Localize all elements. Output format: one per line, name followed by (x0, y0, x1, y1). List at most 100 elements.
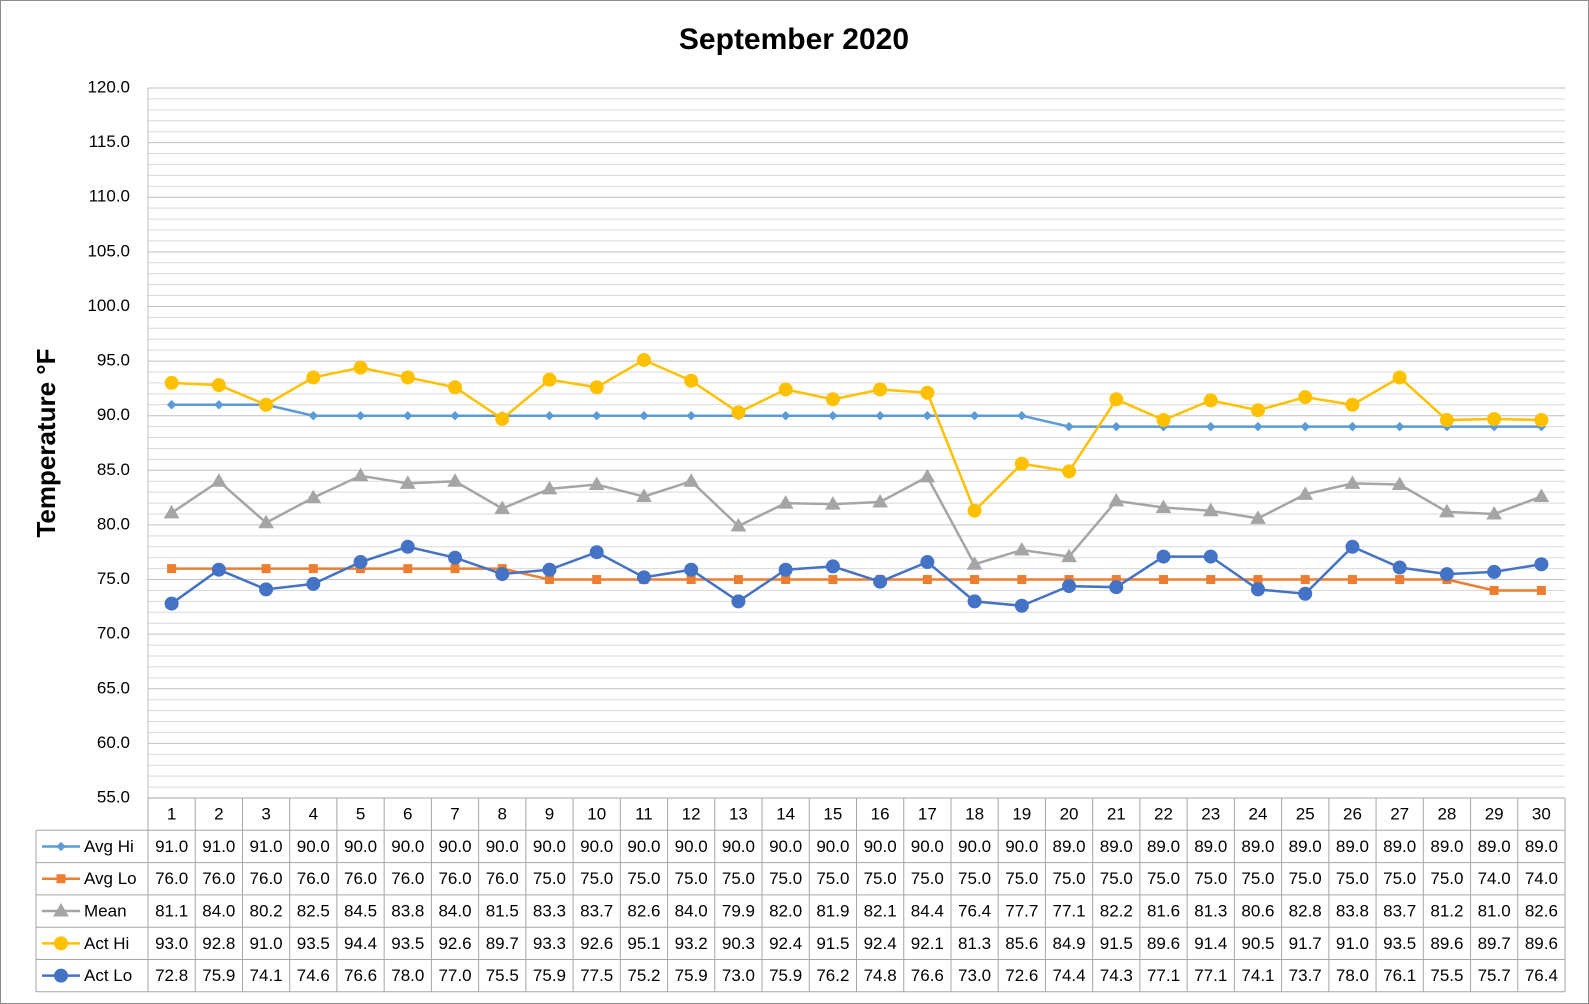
data-point (1108, 492, 1125, 507)
data-point (1392, 370, 1407, 385)
table-value: 75.0 (1053, 869, 1086, 888)
data-point (400, 370, 415, 385)
table-value: 75.9 (202, 966, 235, 985)
table-value: 82.6 (1525, 902, 1558, 921)
table-value: 95.1 (627, 934, 660, 953)
data-point (494, 500, 511, 515)
table-value: 76.0 (155, 869, 188, 888)
data-point (352, 467, 369, 482)
data-point (1017, 410, 1027, 421)
table-value: 92.4 (769, 934, 802, 953)
table-value: 81.9 (816, 902, 849, 921)
table-value: 78.0 (391, 966, 424, 985)
table-value: 75.0 (1241, 869, 1274, 888)
data-point (1300, 575, 1310, 585)
x-tick-label: 21 (1107, 805, 1126, 824)
table-value: 92.6 (580, 934, 613, 953)
data-point (1345, 397, 1360, 412)
data-point (400, 539, 415, 554)
data-point (1392, 560, 1407, 575)
data-point (1202, 502, 1219, 517)
table-value: 90.0 (580, 837, 613, 856)
data-point (733, 575, 743, 585)
data-point (542, 562, 557, 577)
data-point (1489, 585, 1499, 595)
table-value: 89.6 (1525, 934, 1558, 953)
table-value: 83.3 (533, 902, 566, 921)
x-tick-label: 10 (587, 805, 606, 824)
table-value: 84.5 (344, 902, 377, 921)
table-value: 93.5 (1383, 934, 1416, 953)
data-point (355, 410, 366, 421)
data-point (966, 556, 983, 570)
table-value: 76.0 (391, 869, 424, 888)
data-point (828, 575, 838, 585)
table-value: 89.0 (1383, 837, 1416, 856)
data-point (922, 410, 933, 421)
table-value: 73.0 (722, 966, 755, 985)
table-value: 81.2 (1430, 902, 1463, 921)
data-point (1298, 390, 1313, 405)
data-point (592, 575, 602, 585)
table-value: 92.1 (911, 934, 944, 953)
x-tick-label: 22 (1154, 805, 1173, 824)
data-point (636, 488, 652, 503)
data-point (1345, 539, 1360, 554)
table-value: 89.0 (1100, 837, 1133, 856)
table-value: 75.0 (533, 869, 566, 888)
legend-key-marker (56, 874, 66, 884)
y-tick-label: 75.0 (97, 569, 130, 588)
data-point (164, 596, 179, 611)
data-point (1439, 503, 1455, 518)
y-axis-label: Temperature °F (31, 348, 61, 537)
x-tick-label: 20 (1060, 805, 1079, 824)
table-value: 82.8 (1289, 902, 1322, 921)
table-value: 76.2 (816, 966, 849, 985)
data-point (922, 575, 932, 585)
legend-key-marker (53, 903, 69, 917)
table-value: 89.6 (1147, 934, 1180, 953)
table-value: 75.0 (1383, 869, 1416, 888)
table-value: 81.3 (1194, 902, 1227, 921)
data-point (592, 410, 602, 421)
data-point (403, 564, 413, 574)
table-value: 75.0 (1336, 869, 1369, 888)
data-point (686, 410, 696, 421)
data-point (1111, 421, 1121, 432)
x-tick-label: 19 (1012, 805, 1031, 824)
table-value: 90.0 (627, 837, 660, 856)
x-tick-label: 8 (498, 805, 507, 824)
data-point (448, 380, 463, 395)
table-value: 91.0 (1336, 934, 1369, 953)
table-value: 91.5 (816, 934, 849, 953)
table-value: 81.3 (958, 934, 991, 953)
data-point (969, 410, 980, 421)
data-point (872, 493, 888, 508)
data-point (1250, 582, 1265, 597)
data-point (1347, 575, 1357, 585)
y-tick-label: 70.0 (97, 624, 130, 643)
table-value: 90.0 (391, 837, 424, 856)
data-point (780, 410, 791, 421)
table-value: 89.6 (1430, 934, 1463, 953)
x-tick-label: 16 (871, 805, 890, 824)
data-point (825, 392, 840, 407)
table-value: 75.9 (533, 966, 566, 985)
x-tick-label: 28 (1437, 805, 1456, 824)
table-value: 89.0 (1289, 837, 1322, 856)
data-point (873, 382, 888, 397)
data-point (777, 495, 794, 509)
data-point (1487, 564, 1502, 579)
table-value: 74.1 (250, 966, 283, 985)
table-value: 90.0 (297, 837, 330, 856)
data-point (306, 576, 321, 591)
data-point (211, 562, 226, 577)
data-point (1109, 580, 1124, 595)
table-value: 76.0 (202, 869, 235, 888)
table-value: 76.0 (438, 869, 471, 888)
table-value: 90.0 (911, 837, 944, 856)
data-point (1253, 421, 1263, 432)
y-tick-label: 55.0 (97, 787, 130, 806)
table-value: 77.1 (1147, 966, 1180, 985)
